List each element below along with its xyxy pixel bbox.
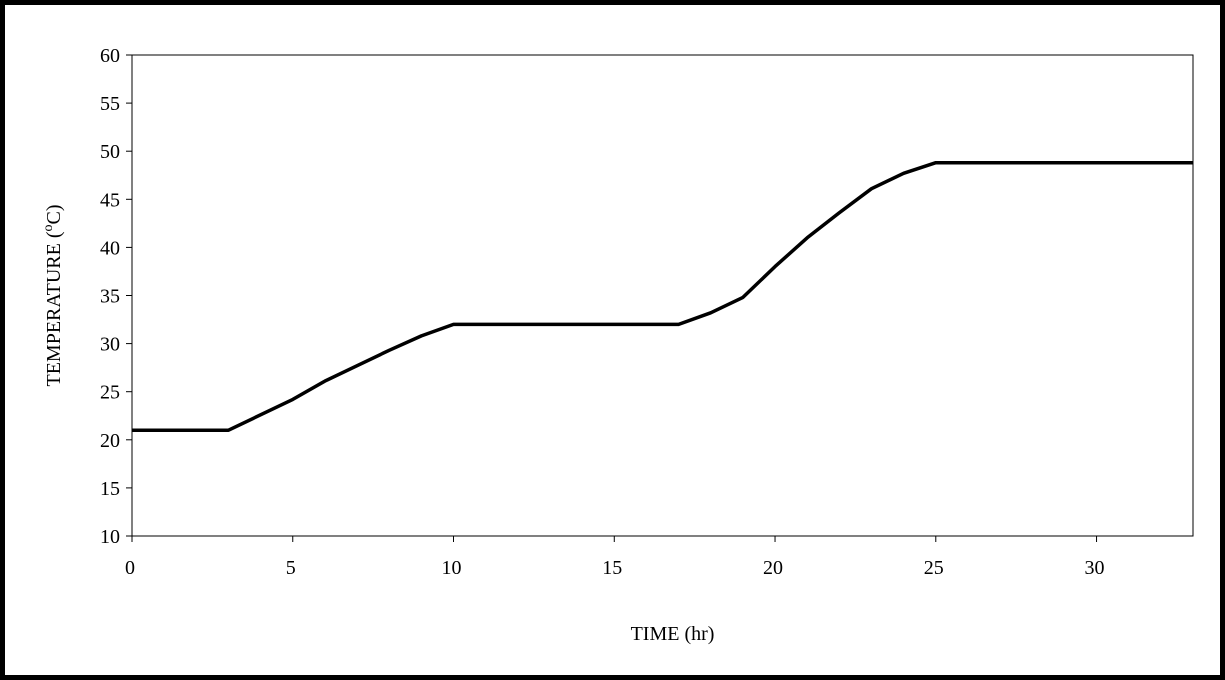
y-tick-label: 50 xyxy=(100,141,120,163)
x-tick-label: 20 xyxy=(763,557,783,579)
y-tick-label: 40 xyxy=(100,237,120,259)
x-tick-label: 30 xyxy=(1085,557,1105,579)
x-tick-label: 25 xyxy=(924,557,944,579)
y-tick-label: 15 xyxy=(100,478,120,500)
y-tick-label: 35 xyxy=(100,286,120,308)
x-tick-label: 5 xyxy=(286,557,296,579)
temperature-series-line xyxy=(132,160,1193,432)
y-tick-label: 30 xyxy=(100,334,120,356)
y-tick-label: 60 xyxy=(100,45,120,67)
plot-area xyxy=(131,54,1194,537)
y-axis-title-superscript: o xyxy=(41,225,56,232)
x-axis-ticks: 0 5 10 15 20 25 30 xyxy=(125,536,1105,579)
y-tick-label: 55 xyxy=(100,93,120,115)
plot-area-group xyxy=(131,54,1194,537)
y-axis-title: TEMPERATURE (oC) xyxy=(41,205,65,387)
x-tick-label: 0 xyxy=(125,557,135,579)
y-axis-title-prefix: TEMPERATURE ( xyxy=(43,231,65,386)
x-axis-title: TIME (hr) xyxy=(631,623,715,645)
y-axis-title-suffix: C) xyxy=(43,205,65,225)
x-tick-label: 10 xyxy=(442,557,462,579)
y-axis-ticks: 10 15 20 25 30 35 40 45 50 55 60 xyxy=(100,45,132,548)
x-tick-label: 15 xyxy=(602,557,622,579)
series-group xyxy=(132,160,1193,432)
y-tick-label: 20 xyxy=(100,430,120,452)
y-tick-label: 25 xyxy=(100,382,120,404)
y-tick-label: 45 xyxy=(100,189,120,211)
y-tick-label: 10 xyxy=(100,526,120,548)
